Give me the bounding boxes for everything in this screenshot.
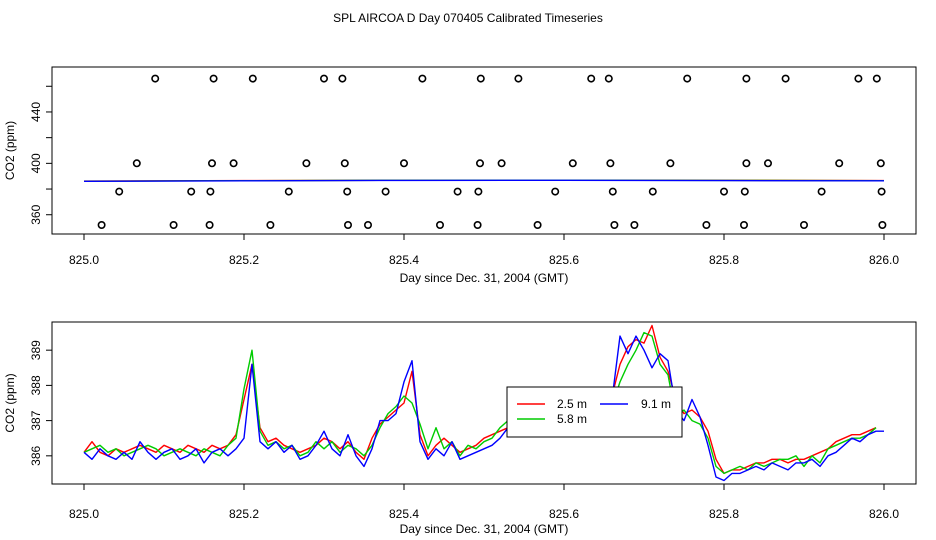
calibration-point <box>205 221 214 230</box>
calibration-point <box>817 187 826 196</box>
calibration-point <box>206 187 215 196</box>
series-line-91mm <box>83 179 885 182</box>
calibration-point <box>302 159 311 168</box>
x-tick-label: 825.8 <box>709 253 739 267</box>
x-tick-label: 826.0 <box>869 253 899 267</box>
calibration-point <box>418 74 427 83</box>
y-tick-label: 387 <box>29 410 43 430</box>
calibration-point <box>551 187 560 196</box>
calibration-point <box>606 159 615 168</box>
calibration-point <box>608 187 617 196</box>
x-tick-label: 826.0 <box>869 507 899 521</box>
calibration-point <box>208 159 217 168</box>
calibration-point <box>610 221 619 230</box>
calibration-point <box>319 74 328 83</box>
calibration-point <box>115 187 124 196</box>
x-tick-label: 825.2 <box>229 253 259 267</box>
series-line-91mm <box>83 335 884 482</box>
calibration-point <box>587 74 596 83</box>
y-tick-label: 389 <box>29 340 43 360</box>
calibration-point <box>473 221 482 230</box>
x-tick-label: 825.6 <box>549 507 579 521</box>
calibration-point <box>630 221 639 230</box>
legend-label: 2.5 m <box>557 397 587 411</box>
calibration-point <box>763 159 772 168</box>
legend-box <box>506 386 683 438</box>
y-tick-label: 386 <box>29 445 43 465</box>
calibration-point <box>514 74 523 83</box>
x-tick-label: 825.6 <box>549 253 579 267</box>
calibration-point <box>533 221 542 230</box>
y-axis-title: CO2 (ppm) <box>3 121 17 180</box>
calibration-point <box>568 159 577 168</box>
calibration-point <box>497 159 506 168</box>
x-tick-label: 825.0 <box>69 253 99 267</box>
chart-title: SPL AIRCOA D Day 070405 Calibrated Times… <box>333 11 603 25</box>
calibration-point <box>872 74 881 83</box>
calibration-point <box>284 187 293 196</box>
x-axis-title: Day since Dec. 31, 2004 (GMT) <box>400 522 569 536</box>
calibration-point <box>835 159 844 168</box>
calibration-point <box>781 74 790 83</box>
calibration-point <box>248 74 257 83</box>
calibration-point <box>169 221 178 230</box>
calibration-point <box>453 187 462 196</box>
calibration-point <box>702 221 711 230</box>
calibration-point <box>209 74 218 83</box>
calibration-point <box>878 221 887 230</box>
legend-label: 9.1 m <box>641 397 671 411</box>
calibration-point <box>399 159 408 168</box>
calibration-point <box>475 159 484 168</box>
plot-frame <box>51 321 917 485</box>
calibration-point <box>876 159 885 168</box>
calibration-point <box>683 74 692 83</box>
x-tick-label: 825.2 <box>229 507 259 521</box>
legend: 2.5 m5.8 m 9.1 m <box>506 386 683 438</box>
calibration-point <box>476 74 485 83</box>
calibration-point <box>338 74 347 83</box>
calibration-point <box>187 187 196 196</box>
calibration-point <box>719 187 728 196</box>
legend-label: 5.8 m <box>557 412 587 426</box>
bottom-panel: 825.0 825.2 825.4 825.6 825.8 826.0 Day since … <box>3 321 917 536</box>
calibration-point <box>648 187 657 196</box>
calibration-point <box>151 74 160 83</box>
y-tick-label: 360 <box>29 204 43 224</box>
y-tick-label: 388 <box>29 375 43 395</box>
calibration-point <box>340 159 349 168</box>
plot-frame <box>51 66 917 235</box>
calibration-point <box>666 159 675 168</box>
x-tick-label: 825.8 <box>709 507 739 521</box>
calibration-point <box>604 74 613 83</box>
x-axis-title: Day since Dec. 31, 2004 (GMT) <box>400 271 569 285</box>
calibration-point <box>799 221 808 230</box>
x-tick-label: 825.4 <box>389 507 419 521</box>
calibration-point <box>132 159 141 168</box>
calibration-point <box>229 159 238 168</box>
calibration-point <box>343 187 352 196</box>
calibration-point <box>363 221 372 230</box>
calibration-point <box>474 187 483 196</box>
x-tick-label: 825.0 <box>69 507 99 521</box>
calibration-point <box>742 74 751 83</box>
calibration-point <box>97 221 106 230</box>
series-line-58mm <box>83 331 877 475</box>
top-panel: 825.0 825.2 825.4 825.6 825.8 826.0 Day since … <box>3 66 917 285</box>
calibration-point <box>854 74 863 83</box>
y-tick-label: 440 <box>29 102 43 122</box>
y-axis-title: CO2 (ppm) <box>3 373 17 432</box>
calibration-point <box>435 221 444 230</box>
x-tick-label: 825.4 <box>389 253 419 267</box>
calibration-point <box>381 187 390 196</box>
calibration-point <box>739 221 748 230</box>
calibration-point <box>740 187 749 196</box>
calibration-point <box>266 221 275 230</box>
calibration-point <box>343 221 352 230</box>
calibration-point <box>877 187 886 196</box>
y-tick-label: 400 <box>29 153 43 173</box>
calibration-point <box>742 159 751 168</box>
